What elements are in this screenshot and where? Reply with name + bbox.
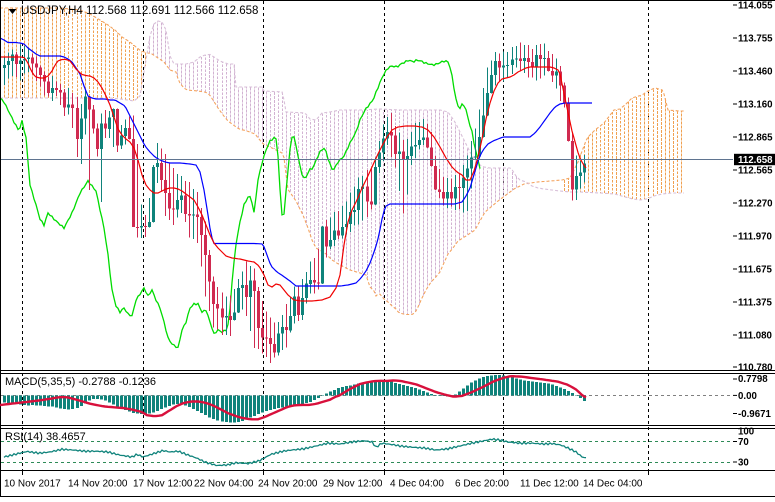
svg-text:70: 70	[738, 437, 749, 448]
svg-text:RSI(14) 38.4657: RSI(14) 38.4657	[5, 431, 86, 443]
svg-text:113.160: 113.160	[738, 100, 772, 111]
svg-text:112.565: 112.565	[738, 166, 773, 177]
svg-text:30: 30	[738, 458, 749, 469]
svg-text:112.658: 112.658	[738, 155, 773, 166]
svg-text:112.865: 112.865	[738, 133, 773, 144]
svg-text:111.375: 111.375	[738, 298, 773, 309]
svg-text:113.460: 113.460	[738, 67, 772, 78]
svg-text:111.970: 111.970	[738, 232, 772, 243]
svg-text:17 Nov 12:00: 17 Nov 12:00	[133, 479, 193, 490]
svg-text:USDJPY,H4 112.568 112.691 112: USDJPY,H4 112.568 112.691 112.566 112.65…	[21, 5, 258, 17]
svg-text:MACD(5,35,5) -0.2788 -0.1236: MACD(5,35,5) -0.2788 -0.1236	[5, 376, 156, 388]
svg-text:111.675: 111.675	[738, 265, 773, 276]
svg-text:0.00: 0.00	[738, 391, 757, 402]
svg-text:14 Nov 20:00: 14 Nov 20:00	[68, 479, 128, 490]
svg-text:14 Dec 04:00: 14 Dec 04:00	[583, 479, 643, 490]
svg-text:-0.9671: -0.9671	[738, 409, 771, 420]
svg-text:22 Nov 04:00: 22 Nov 04:00	[194, 479, 254, 490]
svg-text:100: 100	[738, 427, 754, 438]
svg-text:29 Nov 12:00: 29 Nov 12:00	[323, 479, 383, 490]
svg-text:0.7798: 0.7798	[738, 374, 768, 385]
svg-text:111.080: 111.080	[738, 331, 772, 342]
svg-text:4 Dec 04:00: 4 Dec 04:00	[390, 479, 444, 490]
svg-text:112.270: 112.270	[738, 199, 772, 210]
svg-text:11 Dec 12:00: 11 Dec 12:00	[520, 479, 579, 490]
svg-text:6 Dec 20:00: 6 Dec 20:00	[455, 479, 509, 490]
svg-text:113.755: 113.755	[738, 34, 773, 45]
svg-text:24 Nov 20:00: 24 Nov 20:00	[258, 479, 318, 490]
svg-text:110.780: 110.780	[738, 363, 772, 374]
svg-text:10 Nov 2017: 10 Nov 2017	[4, 479, 61, 490]
svg-text:114.055: 114.055	[738, 1, 773, 12]
